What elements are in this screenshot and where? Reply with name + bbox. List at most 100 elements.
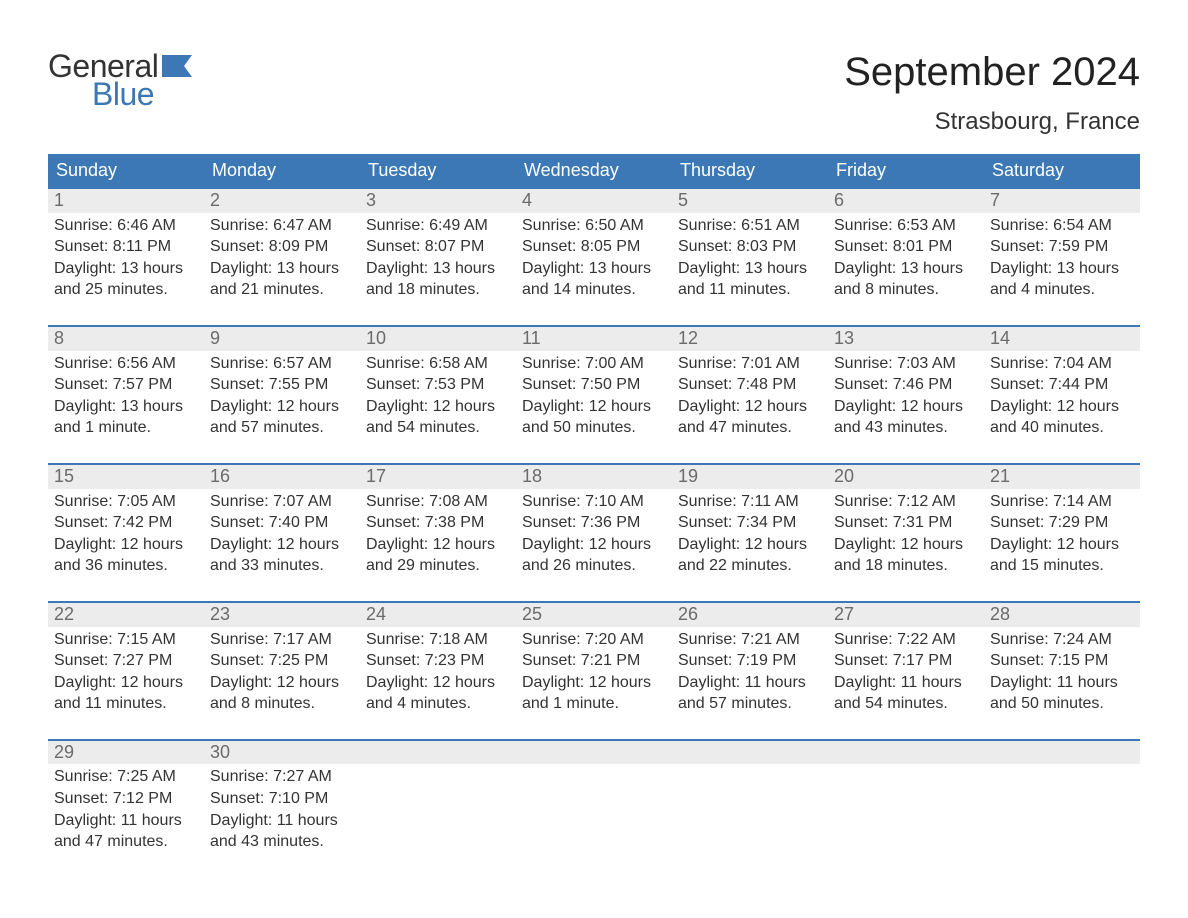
day-header-saturday: Saturday (984, 154, 1140, 187)
day-body: Sunrise: 6:50 AMSunset: 8:05 PMDaylight:… (516, 213, 672, 301)
title-block: September 2024 Strasbourg, France (844, 50, 1140, 136)
sunrise-line: Sunrise: 7:17 AM (210, 629, 354, 651)
day-cell: 14Sunrise: 7:04 AMSunset: 7:44 PMDayligh… (984, 327, 1140, 439)
day-cell: 10Sunrise: 6:58 AMSunset: 7:53 PMDayligh… (360, 327, 516, 439)
daylight-line-1: Daylight: 12 hours (990, 534, 1134, 556)
sunset-line: Sunset: 7:55 PM (210, 374, 354, 396)
day-number: 9 (204, 327, 360, 351)
sunset-line: Sunset: 7:21 PM (522, 650, 666, 672)
day-number: 5 (672, 189, 828, 213)
day-body: Sunrise: 7:01 AMSunset: 7:48 PMDaylight:… (672, 351, 828, 439)
day-body: Sunrise: 7:14 AMSunset: 7:29 PMDaylight:… (984, 489, 1140, 577)
day-cell: 29Sunrise: 7:25 AMSunset: 7:12 PMDayligh… (48, 741, 204, 853)
daylight-line-2: and 26 minutes. (522, 555, 666, 577)
daylight-line-2: and 15 minutes. (990, 555, 1134, 577)
day-number: 24 (360, 603, 516, 627)
month-title: September 2024 (844, 50, 1140, 94)
day-number (828, 741, 984, 765)
week-row: 29Sunrise: 7:25 AMSunset: 7:12 PMDayligh… (48, 739, 1140, 853)
day-number: 23 (204, 603, 360, 627)
day-body: Sunrise: 7:27 AMSunset: 7:10 PMDaylight:… (204, 764, 360, 852)
day-body: Sunrise: 7:10 AMSunset: 7:36 PMDaylight:… (516, 489, 672, 577)
sunset-line: Sunset: 8:05 PM (522, 236, 666, 258)
day-header-row: Sunday Monday Tuesday Wednesday Thursday… (48, 154, 1140, 187)
day-number: 17 (360, 465, 516, 489)
day-cell (984, 741, 1140, 853)
day-cell: 25Sunrise: 7:20 AMSunset: 7:21 PMDayligh… (516, 603, 672, 715)
day-number: 15 (48, 465, 204, 489)
day-cell: 8Sunrise: 6:56 AMSunset: 7:57 PMDaylight… (48, 327, 204, 439)
location: Strasbourg, France (844, 108, 1140, 136)
daylight-line-1: Daylight: 11 hours (834, 672, 978, 694)
daylight-line-2: and 54 minutes. (834, 693, 978, 715)
daylight-line-1: Daylight: 12 hours (366, 534, 510, 556)
sunset-line: Sunset: 7:59 PM (990, 236, 1134, 258)
daylight-line-1: Daylight: 12 hours (366, 672, 510, 694)
day-number: 26 (672, 603, 828, 627)
sunrise-line: Sunrise: 7:15 AM (54, 629, 198, 651)
sunrise-line: Sunrise: 6:57 AM (210, 353, 354, 375)
daylight-line-1: Daylight: 12 hours (210, 534, 354, 556)
day-body: Sunrise: 6:46 AMSunset: 8:11 PMDaylight:… (48, 213, 204, 301)
daylight-line-1: Daylight: 12 hours (210, 672, 354, 694)
day-cell: 9Sunrise: 6:57 AMSunset: 7:55 PMDaylight… (204, 327, 360, 439)
calendar: Sunday Monday Tuesday Wednesday Thursday… (48, 154, 1140, 853)
sunset-line: Sunset: 7:38 PM (366, 512, 510, 534)
day-body: Sunrise: 6:53 AMSunset: 8:01 PMDaylight:… (828, 213, 984, 301)
day-body: Sunrise: 6:57 AMSunset: 7:55 PMDaylight:… (204, 351, 360, 439)
daylight-line-1: Daylight: 12 hours (210, 396, 354, 418)
sunrise-line: Sunrise: 6:56 AM (54, 353, 198, 375)
day-body: Sunrise: 7:25 AMSunset: 7:12 PMDaylight:… (48, 764, 204, 852)
week-row: 15Sunrise: 7:05 AMSunset: 7:42 PMDayligh… (48, 463, 1140, 577)
sunset-line: Sunset: 7:50 PM (522, 374, 666, 396)
daylight-line-2: and 57 minutes. (210, 417, 354, 439)
sunset-line: Sunset: 7:12 PM (54, 788, 198, 810)
sunset-line: Sunset: 7:23 PM (366, 650, 510, 672)
day-number: 8 (48, 327, 204, 351)
daylight-line-2: and 8 minutes. (834, 279, 978, 301)
day-cell: 16Sunrise: 7:07 AMSunset: 7:40 PMDayligh… (204, 465, 360, 577)
daylight-line-1: Daylight: 13 hours (678, 258, 822, 280)
day-number (984, 741, 1140, 765)
daylight-line-1: Daylight: 11 hours (678, 672, 822, 694)
logo-text-blue: Blue (92, 78, 192, 110)
sunrise-line: Sunrise: 7:05 AM (54, 491, 198, 513)
day-number: 30 (204, 741, 360, 765)
day-body: Sunrise: 7:03 AMSunset: 7:46 PMDaylight:… (828, 351, 984, 439)
sunrise-line: Sunrise: 7:07 AM (210, 491, 354, 513)
day-number (360, 741, 516, 765)
day-cell: 11Sunrise: 7:00 AMSunset: 7:50 PMDayligh… (516, 327, 672, 439)
day-number: 10 (360, 327, 516, 351)
daylight-line-2: and 18 minutes. (834, 555, 978, 577)
day-number: 3 (360, 189, 516, 213)
day-cell: 26Sunrise: 7:21 AMSunset: 7:19 PMDayligh… (672, 603, 828, 715)
daylight-line-2: and 25 minutes. (54, 279, 198, 301)
day-cell: 12Sunrise: 7:01 AMSunset: 7:48 PMDayligh… (672, 327, 828, 439)
day-cell: 21Sunrise: 7:14 AMSunset: 7:29 PMDayligh… (984, 465, 1140, 577)
daylight-line-1: Daylight: 12 hours (990, 396, 1134, 418)
sunrise-line: Sunrise: 7:20 AM (522, 629, 666, 651)
sunset-line: Sunset: 7:27 PM (54, 650, 198, 672)
day-body: Sunrise: 6:49 AMSunset: 8:07 PMDaylight:… (360, 213, 516, 301)
daylight-line-1: Daylight: 13 hours (210, 258, 354, 280)
day-header-wednesday: Wednesday (516, 154, 672, 187)
day-body: Sunrise: 7:21 AMSunset: 7:19 PMDaylight:… (672, 627, 828, 715)
day-number: 1 (48, 189, 204, 213)
week-row: 22Sunrise: 7:15 AMSunset: 7:27 PMDayligh… (48, 601, 1140, 715)
day-number: 11 (516, 327, 672, 351)
sunrise-line: Sunrise: 7:14 AM (990, 491, 1134, 513)
sunrise-line: Sunrise: 7:27 AM (210, 766, 354, 788)
daylight-line-1: Daylight: 13 hours (522, 258, 666, 280)
day-number: 7 (984, 189, 1140, 213)
day-body: Sunrise: 7:24 AMSunset: 7:15 PMDaylight:… (984, 627, 1140, 715)
sunrise-line: Sunrise: 7:01 AM (678, 353, 822, 375)
sunrise-line: Sunrise: 7:03 AM (834, 353, 978, 375)
daylight-line-1: Daylight: 13 hours (834, 258, 978, 280)
day-body: Sunrise: 7:08 AMSunset: 7:38 PMDaylight:… (360, 489, 516, 577)
sunset-line: Sunset: 7:36 PM (522, 512, 666, 534)
day-body: Sunrise: 7:11 AMSunset: 7:34 PMDaylight:… (672, 489, 828, 577)
day-number: 25 (516, 603, 672, 627)
day-body: Sunrise: 7:07 AMSunset: 7:40 PMDaylight:… (204, 489, 360, 577)
day-cell: 30Sunrise: 7:27 AMSunset: 7:10 PMDayligh… (204, 741, 360, 853)
day-header-sunday: Sunday (48, 154, 204, 187)
